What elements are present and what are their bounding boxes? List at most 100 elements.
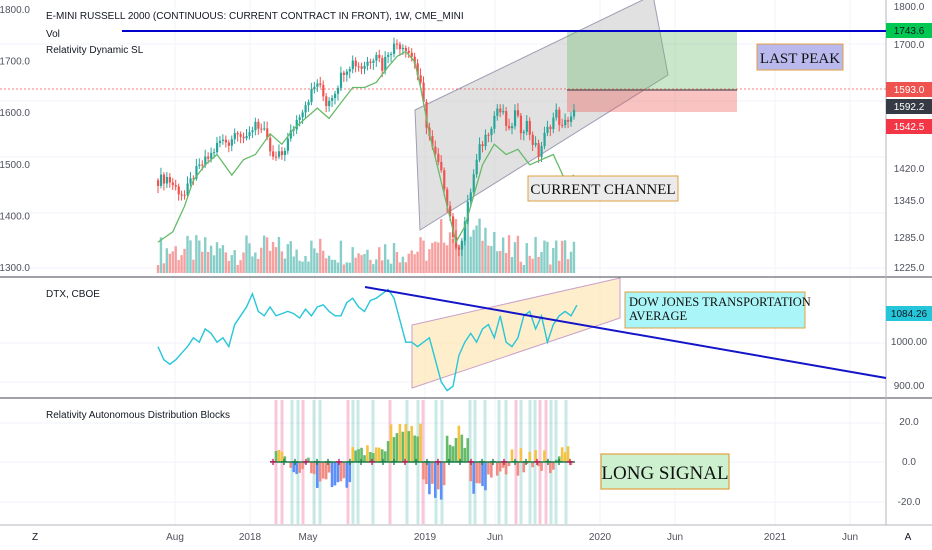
volume-bar [372, 264, 375, 273]
candle-body [242, 136, 245, 139]
volume-bar [560, 240, 564, 273]
distribution-block [495, 462, 499, 476]
block-marker: + [423, 455, 430, 469]
candle-body [360, 66, 363, 69]
volume-bar [510, 256, 514, 273]
distribution-block [540, 462, 543, 471]
distribution-block [460, 434, 464, 462]
volume-bar [168, 253, 171, 273]
candle-body [366, 61, 369, 66]
volume-bar [180, 255, 183, 273]
main-right-tick: 1225.0 [894, 263, 925, 274]
candle-body [543, 132, 546, 147]
volume-bar [248, 243, 251, 273]
candle-body [525, 120, 528, 132]
volume-bar [404, 262, 407, 273]
volume-indicator-label: Vol [46, 29, 60, 40]
distribution-block [307, 457, 310, 462]
candle-body [460, 240, 464, 250]
candle-body [546, 126, 549, 133]
candle-body [248, 132, 251, 137]
candle-body [561, 124, 564, 126]
candle-body [328, 100, 331, 107]
volume-bar [251, 256, 254, 273]
distribution-block [528, 451, 531, 462]
candle-body [449, 205, 452, 217]
candle-body [410, 52, 413, 57]
distribution-block [504, 462, 508, 475]
distribution-block [451, 446, 455, 462]
candlesticks [157, 37, 576, 257]
distribution-block [410, 426, 413, 462]
block-marker: + [291, 455, 298, 469]
distribution-block [321, 462, 325, 479]
volume-bar [236, 264, 239, 273]
block-marker: + [511, 455, 518, 469]
distribution-block [375, 447, 378, 462]
distribution-block [434, 462, 437, 498]
time-tick: 2021 [764, 532, 787, 543]
candle-body [177, 186, 180, 195]
candle-body [233, 133, 236, 140]
distribution-block [569, 462, 573, 466]
distribution-block [274, 451, 278, 462]
dtx-price-axis[interactable]: 900.00 1000.00 [891, 337, 928, 392]
main-chart-title: E-MINI RUSSELL 2000 (CONTINUOUS: CURRENT… [46, 11, 464, 22]
main-price-axis[interactable]: 1300.0 1400.0 1500.0 1600.0 1700.0 1800.0 1225… [0, 2, 925, 274]
distribution-block [566, 446, 570, 462]
volume-bar [257, 258, 260, 273]
candle-body [260, 128, 263, 130]
candle-body [189, 178, 192, 184]
distribution-block [292, 462, 295, 473]
distribution-block [563, 452, 567, 462]
volume-bar [566, 259, 570, 273]
block-marker: + [489, 455, 496, 469]
distribution-block [318, 462, 322, 482]
distribution-block [466, 438, 470, 462]
time-axis[interactable]: Aug 2018 May 2019 Jun 2020 Jun 2021 Jun [166, 532, 858, 543]
volume-bar [472, 229, 475, 273]
distribution-block [436, 462, 440, 490]
candle-body [564, 119, 567, 126]
zoom-toggle-button[interactable]: Z [32, 532, 38, 543]
candle-body [157, 180, 160, 186]
badge-current: 1593.0 [886, 82, 932, 97]
time-tick: Jun [842, 532, 858, 543]
distribution-block [383, 451, 387, 462]
volume-bar [271, 241, 275, 273]
candle-body [567, 119, 570, 122]
distribution-block [549, 462, 552, 474]
distribution-block [348, 462, 352, 483]
candle-body [221, 139, 225, 141]
distribution-block [425, 462, 428, 485]
candle-body [469, 192, 472, 202]
volume-bar [333, 259, 337, 273]
candle-body [224, 139, 228, 143]
volume-bar [310, 240, 313, 273]
time-tick: Jun [667, 532, 683, 543]
volume-bar [322, 250, 325, 273]
candle-body [434, 146, 437, 154]
badge-target-low: 1542.5 [886, 119, 932, 134]
block-marker: + [456, 455, 463, 469]
volume-bar [363, 253, 366, 273]
blocks-axis[interactable]: 20.0 0.0 -20.0 [898, 417, 921, 508]
volume-bar [434, 241, 437, 273]
volume-bar [189, 240, 192, 273]
volume-bar [245, 235, 248, 273]
volume-bar [425, 260, 428, 273]
candle-body [227, 142, 230, 146]
dtx-line [157, 288, 578, 392]
candle-body [437, 153, 440, 162]
badge-stop: 1592.2 [886, 99, 932, 114]
distribution-block [407, 431, 411, 462]
volume-bar [507, 235, 511, 273]
candle-body [186, 183, 189, 196]
volume-bar [369, 259, 372, 273]
auto-scale-button[interactable]: A [905, 532, 912, 543]
candle-body [198, 164, 201, 167]
volume-bar [546, 241, 549, 273]
candle-body [245, 136, 248, 139]
volume-bar [336, 262, 340, 273]
volume-bar [440, 219, 443, 273]
